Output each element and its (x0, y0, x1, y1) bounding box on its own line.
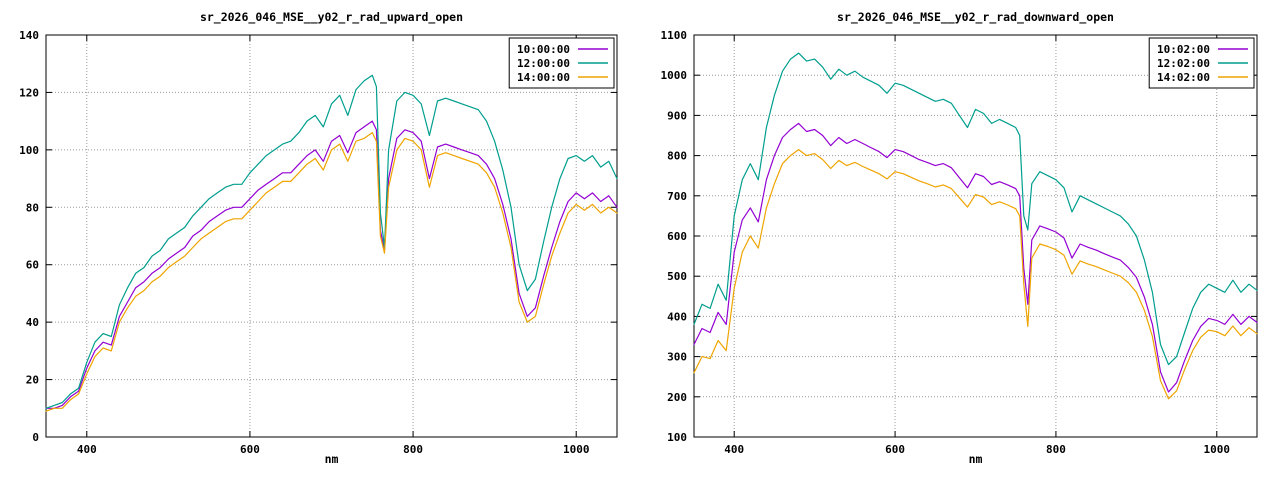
svg-text:900: 900 (667, 109, 687, 122)
chart-title-upward: sr_2026_046_MSE__y02_r_rad_upward_open (199, 10, 464, 24)
svg-text:12:00:00: 12:00:00 (517, 57, 570, 70)
svg-text:60: 60 (26, 259, 39, 272)
svg-text:400: 400 (724, 443, 744, 456)
svg-text:700: 700 (667, 190, 687, 203)
svg-text:80: 80 (26, 201, 39, 214)
svg-text:1000: 1000 (1204, 443, 1231, 456)
svg-text:600: 600 (240, 443, 260, 456)
chart-rad-upward: sr_2026_046_MSE__y02_r_rad_upward_open 0… (19, 10, 618, 466)
svg-text:100: 100 (19, 144, 39, 157)
svg-text:140: 140 (19, 29, 39, 42)
svg-text:0: 0 (32, 431, 39, 444)
svg-text:300: 300 (667, 351, 687, 364)
svg-text:1100: 1100 (661, 29, 688, 42)
svg-text:12:02:00: 12:02:00 (1157, 57, 1210, 70)
chart-rad-downward: sr_2026_046_MSE__y02_r_rad_downward_open… (640, 0, 1280, 480)
chart-title-downward: sr_2026_046_MSE__y02_r_rad_downward_open (837, 10, 1114, 24)
svg-text:10:00:00: 10:00:00 (517, 43, 570, 56)
svg-text:800: 800 (667, 150, 687, 163)
svg-text:120: 120 (19, 86, 39, 99)
svg-text:1000: 1000 (563, 443, 590, 456)
svg-text:400: 400 (77, 443, 97, 456)
svg-text:10:02:00: 10:02:00 (1157, 43, 1210, 56)
svg-text:800: 800 (1046, 443, 1066, 456)
svg-text:14:00:00: 14:00:00 (517, 71, 570, 84)
x-axis-label-downward: nm (968, 452, 983, 466)
svg-text:200: 200 (667, 391, 687, 404)
svg-text:400: 400 (667, 310, 687, 323)
svg-text:600: 600 (885, 443, 905, 456)
svg-text:20: 20 (26, 374, 39, 387)
svg-text:1000: 1000 (661, 69, 688, 82)
svg-text:40: 40 (26, 316, 39, 329)
chart-canvas-downward: 100 200 300 400 500 600 700 800 900 1000 1100 400 60… (661, 29, 1258, 456)
svg-text:14:02:00: 14:02:00 (1157, 71, 1210, 84)
svg-text:800: 800 (403, 443, 423, 456)
svg-text:100: 100 (667, 431, 687, 444)
svg-text:600: 600 (667, 230, 687, 243)
svg-text:500: 500 (667, 270, 687, 283)
x-axis-label-upward: nm (324, 452, 339, 466)
